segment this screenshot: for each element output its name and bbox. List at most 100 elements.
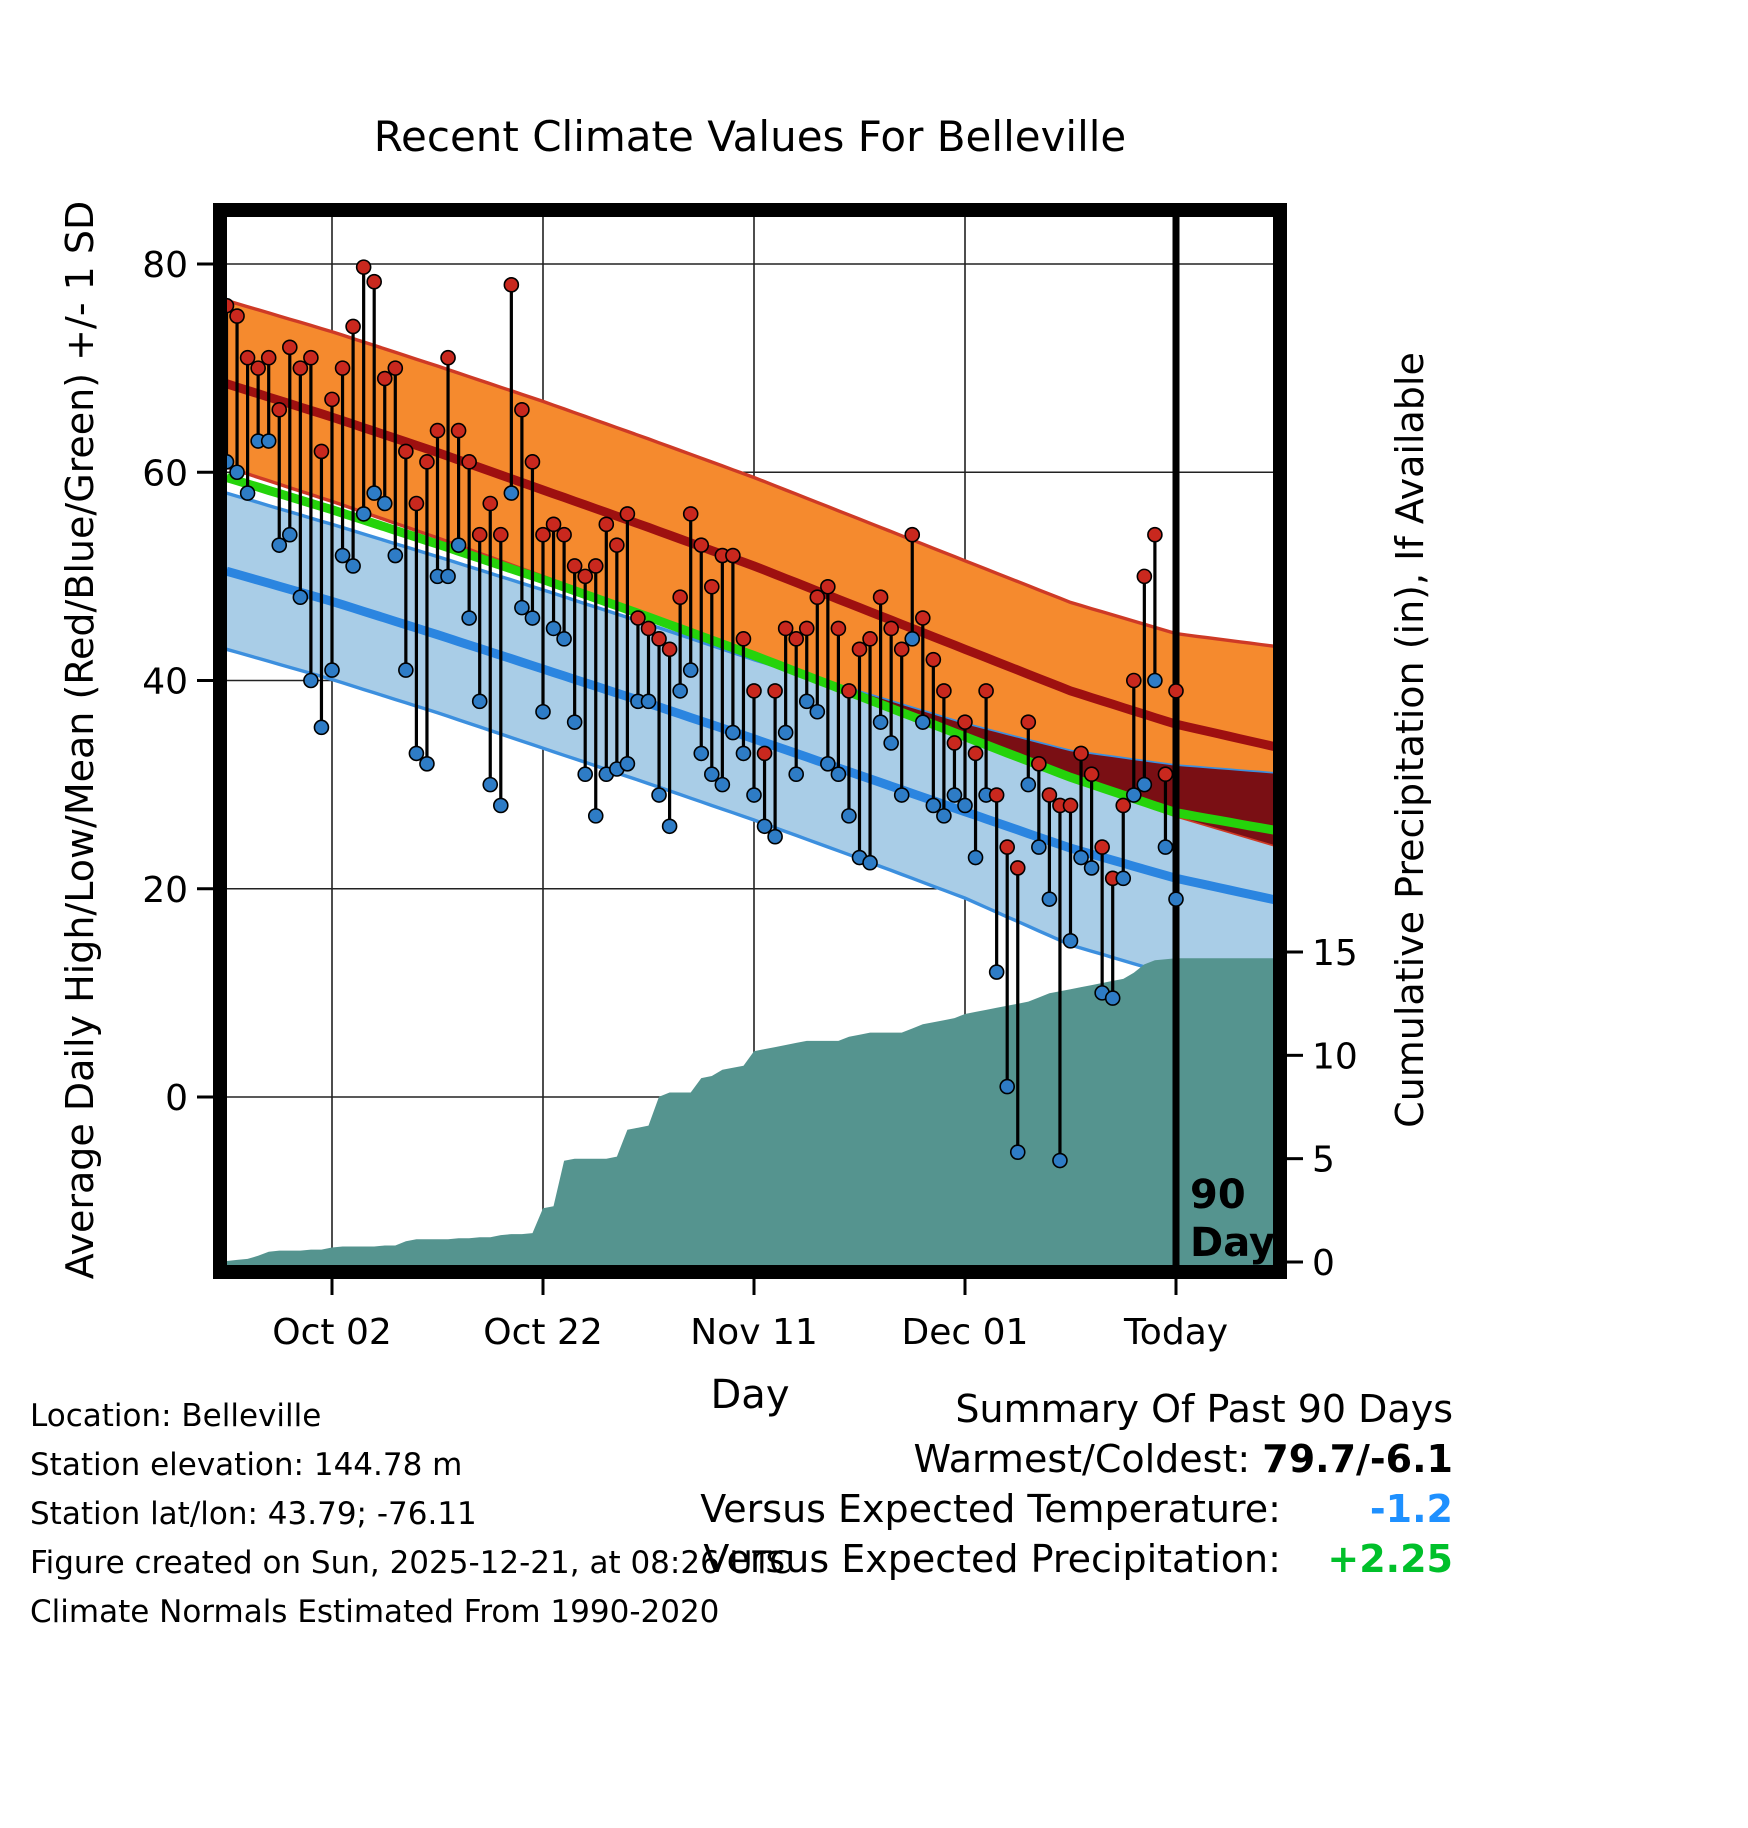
obs-high-dot: [798, 620, 815, 637]
obs-high-dot: [1157, 766, 1174, 783]
obs-low-dot: [914, 714, 931, 730]
obs-low-dot: [672, 683, 688, 699]
obs-low-dot: [450, 537, 467, 553]
obs-high-dot: [429, 422, 446, 439]
obs-high-dot: [587, 558, 604, 574]
obs-low-dot: [1073, 849, 1089, 866]
obs-high-dot: [1031, 755, 1047, 772]
obs-high-dot: [682, 506, 699, 522]
right-tick-label: 0: [1312, 1243, 1335, 1284]
obs-low-dot: [461, 610, 477, 626]
obs-high-dot: [904, 526, 921, 543]
obs-high-dot: [598, 516, 615, 533]
high-normal-band: [227, 300, 1273, 845]
vs-temp-value: -1.2: [1369, 1487, 1453, 1531]
obs-low-dot: [756, 818, 773, 835]
obs-low-dot: [239, 485, 256, 501]
obs-low-dot: [830, 766, 847, 783]
obs-low-dot: [1168, 891, 1184, 907]
obs-low-dot: [482, 776, 499, 793]
obs-low-dot: [587, 808, 604, 824]
mean-high-line: [227, 379, 1273, 751]
obs-low-dot: [398, 662, 414, 678]
obs-low-dot: [841, 808, 857, 824]
high-upper-edge-line: [227, 298, 1273, 648]
obs-low-dot: [366, 485, 383, 501]
right-axis-title: Cumulative Precipitation (in), If Availa…: [1388, 352, 1432, 1128]
obs-low-dot: [556, 631, 572, 647]
obs-low-dot: [820, 755, 836, 772]
obs-low-dot: [988, 964, 1005, 980]
obs-high-dot: [366, 273, 383, 290]
obs-low-dot: [999, 1078, 1016, 1095]
obs-high-dot: [450, 422, 467, 439]
obs-low-dot: [703, 766, 720, 783]
obs-low-dot: [1020, 776, 1037, 793]
obs-high-dot: [492, 526, 509, 543]
obs-high-dot: [914, 610, 931, 626]
obs-low-dot: [936, 808, 952, 824]
figure-created: Figure created on Sun, 2025-12-21, at 08…: [30, 1545, 792, 1581]
obs-low-dot: [1031, 839, 1047, 855]
obs-high-dot: [661, 641, 678, 658]
climate-normals-note: Climate Normals Estimated From 1990-2020: [30, 1594, 720, 1630]
obs-low-dot: [809, 703, 826, 720]
obs-low-dot: [1126, 787, 1142, 803]
left-tick-label: 0: [165, 1078, 188, 1119]
summary-warmest-row: Warmest/Coldest: 79.7/-6.1: [700, 1434, 1453, 1484]
right-tick-label: 10: [1312, 1036, 1358, 1077]
left-axis-title: Average Daily High/Low/Mean (Red/Blue/Gr…: [58, 200, 102, 1280]
obs-high-dot: [250, 360, 266, 376]
x-tick-label: Dec 01: [902, 1312, 1029, 1353]
obs-low-dot: [271, 537, 288, 553]
obs-low-dot: [387, 547, 404, 564]
vs-temp-label: Versus Expected Temperature:: [700, 1487, 1281, 1531]
obs-low-dot: [292, 589, 309, 606]
station-metadata: Location: Belleville Station elevation: …: [30, 1392, 791, 1637]
obs-high-dot: [303, 349, 319, 366]
obs-high-dot: [651, 631, 667, 647]
obs-high-dot: [609, 537, 625, 553]
obs-low-dot: [904, 631, 921, 647]
summary-block: Summary Of Past 90 Days Warmest/Coldest:…: [700, 1384, 1453, 1584]
obs-low-dot: [229, 464, 245, 481]
x-tick-label: Nov 11: [690, 1312, 818, 1353]
obs-high-dot: [936, 683, 952, 699]
obs-high-dot: [387, 360, 404, 376]
obs-high-dot: [419, 454, 435, 470]
obs-low-dot: [313, 719, 330, 736]
obs-high-dot: [672, 589, 688, 606]
obs-low-dot: [661, 818, 678, 835]
obs-high-dot: [830, 620, 847, 637]
obs-low-dot: [1062, 933, 1079, 949]
x-tick-label: Today: [1123, 1312, 1228, 1353]
summary-heading: Summary Of Past 90 Days: [955, 1387, 1453, 1431]
obs-high-dot: [1126, 672, 1142, 689]
obs-high-dot: [535, 526, 551, 543]
station-elevation: Station elevation: 144.78 m: [30, 1447, 463, 1483]
obs-high-dot: [271, 401, 288, 418]
x-tick-label: Oct 22: [483, 1312, 603, 1353]
obs-high-dot: [566, 558, 583, 574]
chart-title: Recent Climate Values For Belleville: [373, 112, 1127, 161]
obs-low-dot: [514, 599, 530, 616]
obs-high-dot: [227, 297, 235, 314]
obs-high-dot: [229, 308, 245, 324]
obs-low-dot: [1104, 990, 1121, 1006]
obs-high-dot: [809, 589, 826, 606]
obs-low-dot: [376, 495, 393, 512]
right-tick-label: 5: [1312, 1140, 1335, 1181]
vs-precip-value: +2.25: [1327, 1537, 1453, 1581]
obs-high-dot: [503, 277, 520, 293]
obs-low-dot: [725, 724, 741, 741]
obs-high-dot: [862, 631, 878, 647]
obs-low-dot: [682, 662, 699, 678]
obs-low-dot: [640, 693, 657, 710]
obs-high-dot: [978, 683, 994, 699]
obs-high-dot: [756, 745, 773, 762]
station-latlon: Station lat/lon: 43.79; -76.11: [30, 1496, 477, 1532]
obs-high-dot: [746, 683, 762, 699]
daily-observations: [227, 259, 1184, 1169]
obs-high-dot: [851, 641, 868, 658]
obs-high-dot: [893, 641, 910, 658]
